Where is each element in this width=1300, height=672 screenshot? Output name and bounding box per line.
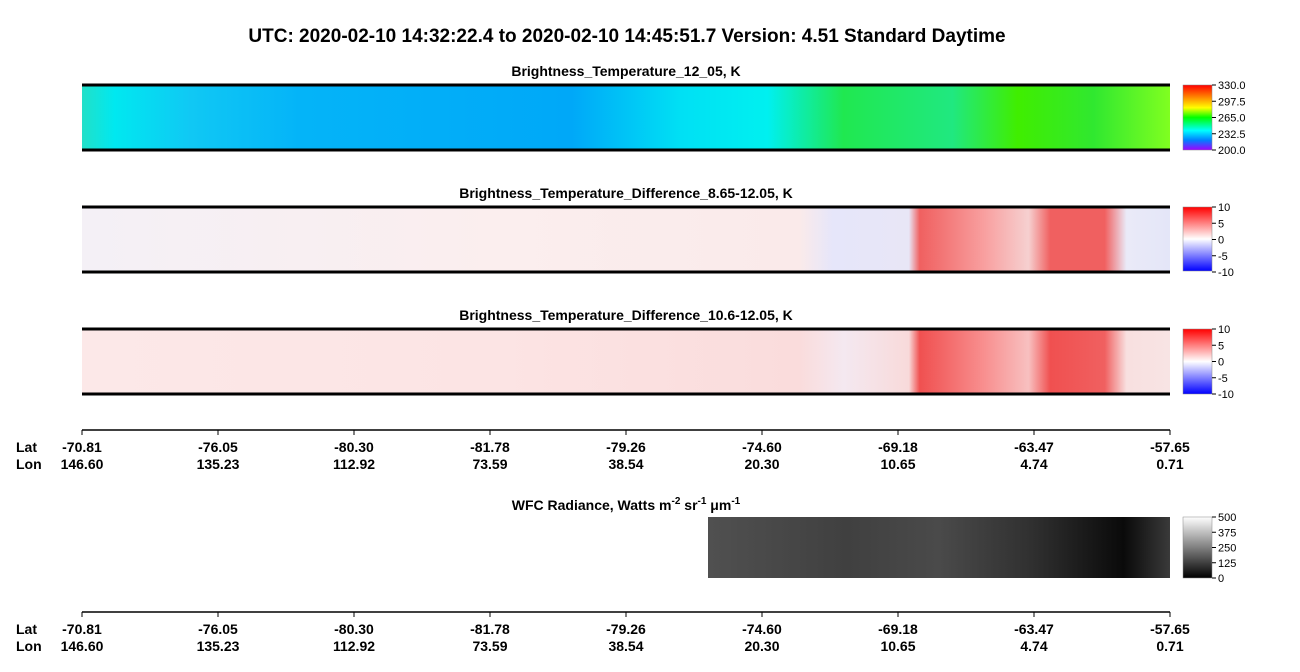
lat-tick-label: -80.30 bbox=[334, 439, 374, 455]
lon-tick-label: 146.60 bbox=[61, 638, 104, 654]
lon-tick-label: 135.23 bbox=[197, 456, 240, 472]
lon-label: Lon bbox=[16, 456, 42, 472]
lon-tick-label: 135.23 bbox=[197, 638, 240, 654]
colorbar-label: 200.0 bbox=[1218, 145, 1246, 157]
lon-tick-label: 73.59 bbox=[472, 638, 507, 654]
btd-image bbox=[82, 207, 1170, 271]
lat-tick-label: -69.18 bbox=[878, 621, 918, 637]
btd-image bbox=[82, 329, 1170, 394]
colorbar-label: 500 bbox=[1218, 512, 1236, 524]
colorbar-label: -5 bbox=[1218, 251, 1228, 263]
colorbar bbox=[1182, 84, 1213, 151]
colorbar-label: 0 bbox=[1218, 573, 1224, 585]
lat-tick-label: -76.05 bbox=[198, 621, 238, 637]
colorbar-label: 0 bbox=[1218, 235, 1224, 247]
colorbar-label: 10 bbox=[1218, 202, 1230, 214]
lon-tick-label: 146.60 bbox=[61, 456, 104, 472]
bt-image bbox=[82, 85, 1170, 150]
lat-tick-label: -80.30 bbox=[334, 621, 374, 637]
lon-tick-label: 20.30 bbox=[744, 456, 779, 472]
panel-title: Brightness_Temperature_Difference_10.6-1… bbox=[459, 307, 793, 323]
lon-tick-label: 10.65 bbox=[880, 456, 915, 472]
colorbar bbox=[1182, 206, 1213, 272]
lon-tick-label: 4.74 bbox=[1020, 638, 1047, 654]
colorbar-label: 5 bbox=[1218, 340, 1224, 352]
colorbar-label: -10 bbox=[1218, 389, 1234, 401]
lon-tick-label: 112.92 bbox=[333, 456, 375, 472]
lat-tick-label: -63.47 bbox=[1014, 439, 1054, 455]
colorbar-label: 330.0 bbox=[1218, 80, 1246, 92]
lat-tick-label: -70.81 bbox=[62, 621, 102, 637]
lat-tick-label: -76.05 bbox=[198, 439, 238, 455]
colorbar bbox=[1182, 328, 1213, 395]
lat-tick-label: -63.47 bbox=[1014, 621, 1054, 637]
colorbar-label: 125 bbox=[1218, 558, 1236, 570]
lon-tick-label: 4.74 bbox=[1020, 456, 1047, 472]
lat-label: Lat bbox=[16, 621, 37, 637]
lat-label: Lat bbox=[16, 439, 37, 455]
lat-tick-label: -74.60 bbox=[742, 439, 782, 455]
lat-tick-label: -79.26 bbox=[606, 621, 646, 637]
title: UTC: 2020-02-10 14:32:22.4 to 2020-02-10… bbox=[248, 26, 1005, 47]
colorbar-label: 10 bbox=[1218, 324, 1230, 336]
lat-tick-label: -57.65 bbox=[1150, 439, 1190, 455]
lat-tick-label: -57.65 bbox=[1150, 621, 1190, 637]
colorbar-label: -5 bbox=[1218, 373, 1228, 385]
wfc-title: WFC Radiance, Watts m-2 sr-1 μm-1 bbox=[512, 496, 741, 513]
lat-tick-label: -70.81 bbox=[62, 439, 102, 455]
lat-tick-label: -69.18 bbox=[878, 439, 918, 455]
panel-title: Brightness_Temperature_Difference_8.65-1… bbox=[459, 185, 793, 201]
colorbar bbox=[1182, 516, 1213, 579]
colorbar-label: 375 bbox=[1218, 527, 1236, 539]
lon-tick-label: 20.30 bbox=[744, 638, 779, 654]
colorbar-label: 265.0 bbox=[1218, 113, 1246, 125]
lon-tick-label: 0.71 bbox=[1156, 456, 1183, 472]
lon-tick-label: 38.54 bbox=[608, 638, 643, 654]
colorbar-label: 5 bbox=[1218, 218, 1224, 230]
lat-tick-label: -79.26 bbox=[606, 439, 646, 455]
lon-tick-label: 112.92 bbox=[333, 638, 375, 654]
lon-tick-label: 10.65 bbox=[880, 638, 915, 654]
wfc-image bbox=[708, 517, 1170, 578]
lon-tick-label: 73.59 bbox=[472, 456, 507, 472]
lat-tick-label: -81.78 bbox=[470, 439, 510, 455]
colorbar-label: 297.5 bbox=[1218, 96, 1246, 108]
lat-tick-label: -74.60 bbox=[742, 621, 782, 637]
colorbar-label: 250 bbox=[1218, 543, 1236, 555]
colorbar-label: 0 bbox=[1218, 357, 1224, 369]
panel-title: Brightness_Temperature_12_05, K bbox=[511, 63, 740, 79]
colorbar-label: -10 bbox=[1218, 267, 1234, 279]
lon-tick-label: 38.54 bbox=[608, 456, 643, 472]
lon-label: Lon bbox=[16, 638, 42, 654]
colorbar-label: 232.5 bbox=[1218, 129, 1246, 141]
lat-tick-label: -81.78 bbox=[470, 621, 510, 637]
lon-tick-label: 0.71 bbox=[1156, 638, 1183, 654]
